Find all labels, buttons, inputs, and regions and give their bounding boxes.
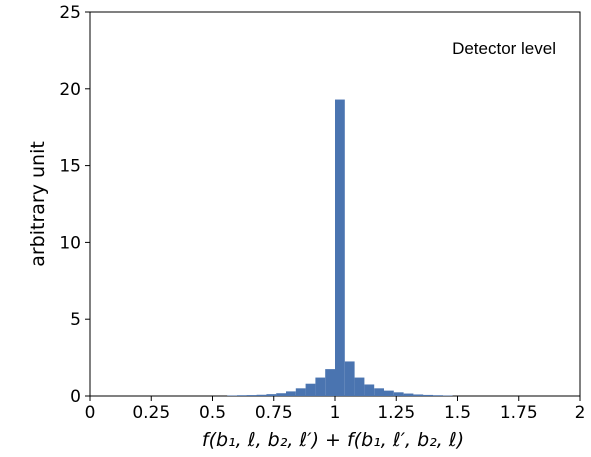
x-axis-ticks: 0 0.25 0.5 0.75 1 1.25 1.5 1.75 2 xyxy=(85,396,586,423)
histogram-bar xyxy=(256,394,267,396)
x-tick-label: 1.5 xyxy=(444,403,471,423)
y-axis-ticks: 0 5 10 15 20 25 xyxy=(59,3,90,407)
histogram-bar xyxy=(433,395,443,396)
x-tick-label: 0.25 xyxy=(132,403,170,423)
x-tick-label: 1 xyxy=(330,403,341,423)
histogram-bar xyxy=(364,384,375,396)
y-tick-label: 10 xyxy=(59,233,81,253)
y-tick-label: 0 xyxy=(70,387,81,407)
histogram-bar xyxy=(295,388,306,396)
x-tick-label: 1.75 xyxy=(500,403,538,423)
y-tick-label: 25 xyxy=(59,3,81,23)
x-axis-label: f(b₁, ℓ, b₂, ℓ′) + f(b₁, ℓ′, b₂, ℓ) xyxy=(202,429,464,451)
histogram-bar xyxy=(246,395,257,396)
histogram-bar xyxy=(413,394,424,396)
histogram-bar xyxy=(266,394,277,396)
x-tick-label: 0.75 xyxy=(255,403,293,423)
y-tick-label: 20 xyxy=(59,80,81,100)
histogram-bar xyxy=(354,377,365,396)
histogram-bar xyxy=(374,388,384,396)
detector-level-annotation: Detector level xyxy=(452,39,556,58)
histogram-bar xyxy=(237,395,247,396)
histogram-bar xyxy=(315,377,326,396)
histogram-bar xyxy=(384,390,394,396)
histogram-bar xyxy=(403,393,414,396)
histogram-bar xyxy=(305,383,316,396)
y-tick-label: 15 xyxy=(59,157,81,177)
histogram-bar xyxy=(423,394,433,396)
histogram-bar xyxy=(335,99,345,396)
x-tick-label: 0 xyxy=(85,403,96,423)
histogram-bar xyxy=(325,369,335,396)
histogram-bar xyxy=(344,361,355,396)
y-tick-label: 5 xyxy=(70,310,81,330)
histogram-bars xyxy=(227,99,453,396)
x-tick-label: 2 xyxy=(575,403,586,423)
x-tick-label: 1.25 xyxy=(377,403,415,423)
histogram-bar xyxy=(276,393,286,396)
x-tick-label: 0.5 xyxy=(199,403,226,423)
y-axis-label: arbitrary unit xyxy=(27,141,49,267)
histogram-bar xyxy=(393,392,404,396)
histogram-bar xyxy=(286,391,296,396)
